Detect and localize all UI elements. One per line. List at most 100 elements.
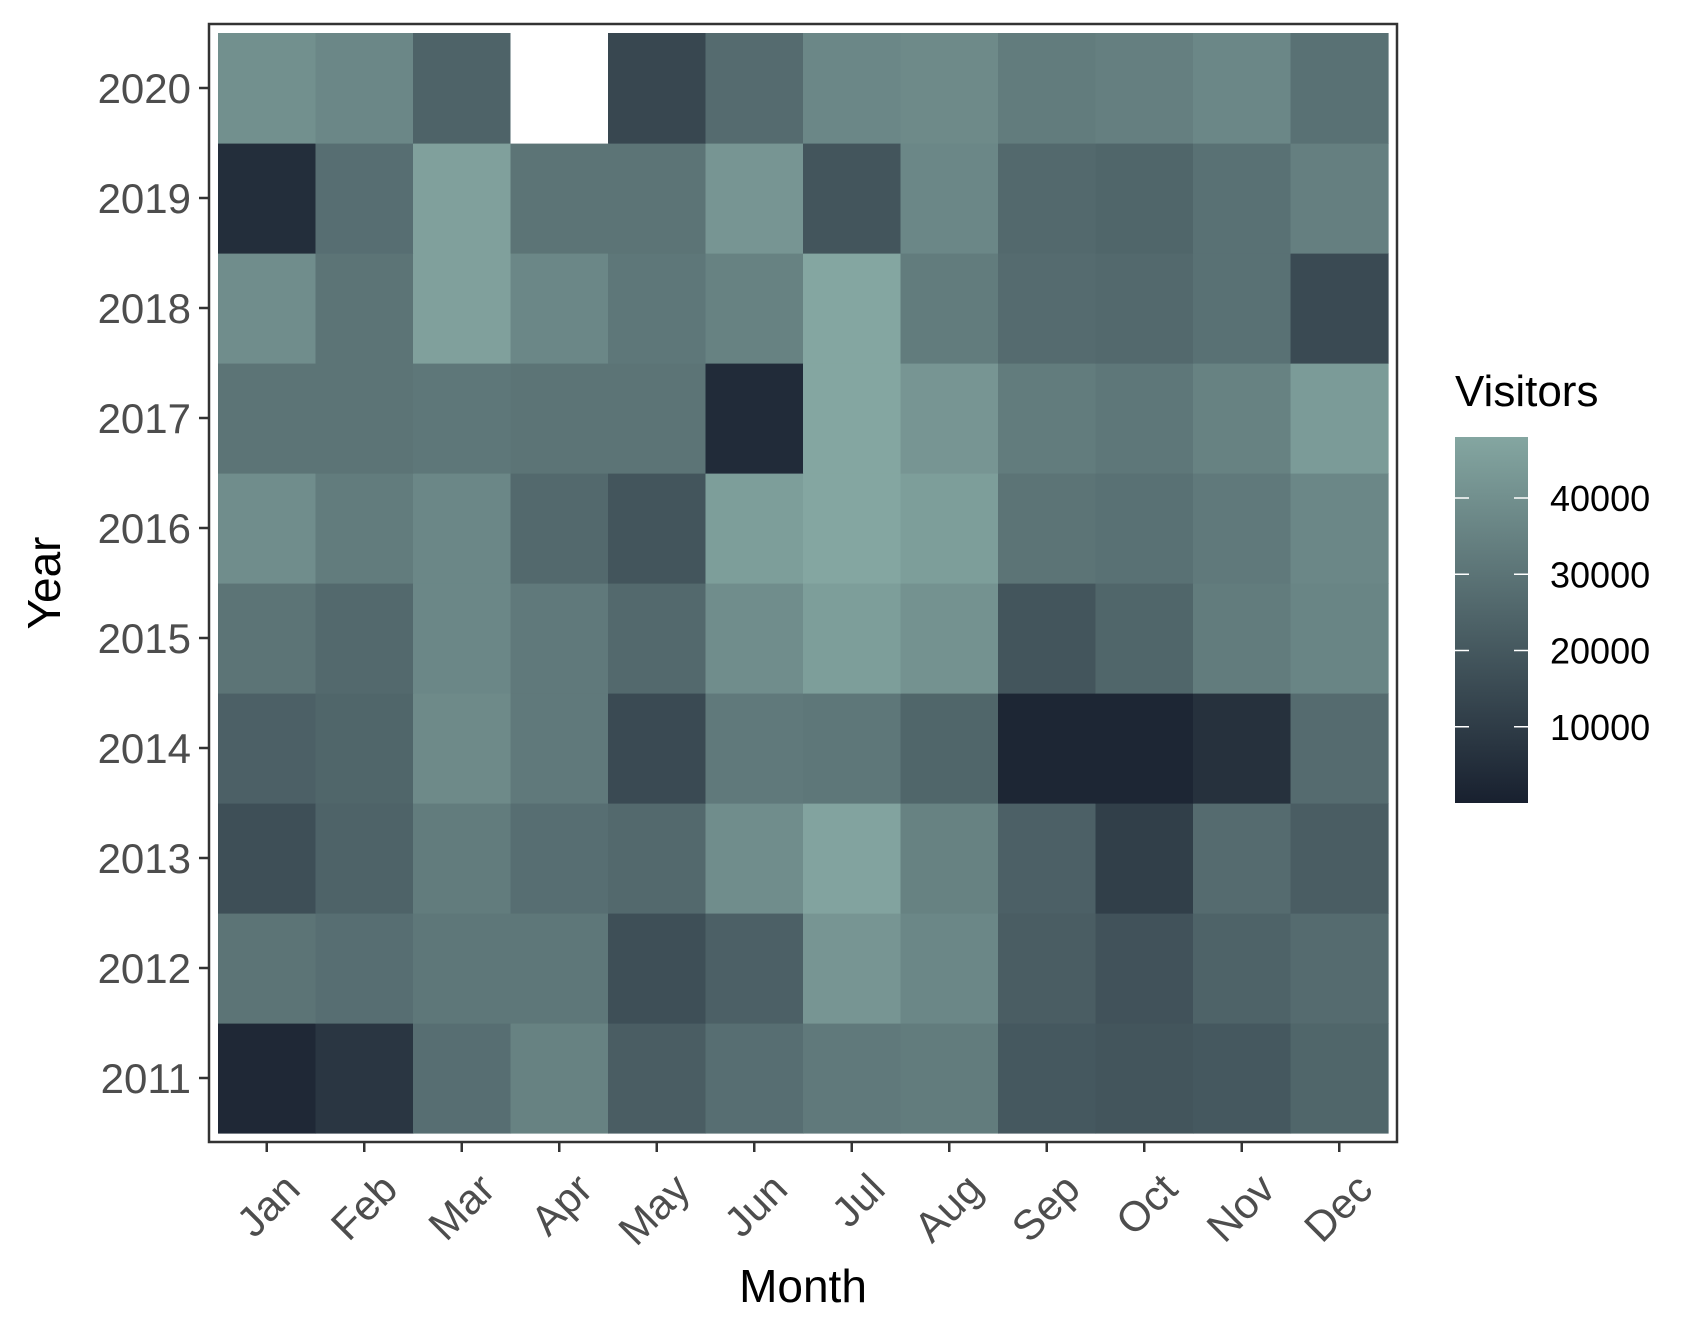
heatmap-cell-jan-2015 (218, 583, 317, 694)
heatmap-cell-nov-2016 (1193, 473, 1292, 584)
heatmap-cell-may-2015 (608, 583, 707, 694)
heatmap-cell-jul-2013 (803, 803, 902, 914)
heatmap-cell-jul-2017 (803, 363, 902, 474)
heatmap-cell-mar-2015 (413, 583, 512, 694)
y-tick-label: 2018 (98, 285, 191, 332)
x-tick-label: Mar (419, 1165, 503, 1249)
y-tick-label: 2012 (98, 945, 191, 992)
heatmap-cell-sep-2017 (998, 363, 1097, 474)
y-tick-label: 2020 (98, 65, 191, 112)
heatmap-cell-mar-2016 (413, 473, 512, 584)
heatmap-cell-apr-2017 (510, 363, 609, 474)
heatmap-cell-may-2012 (608, 913, 707, 1024)
heatmap-cell-dec-2012 (1290, 913, 1389, 1024)
heatmap-cell-may-2011 (608, 1023, 707, 1134)
heatmap-cells (218, 33, 1389, 1134)
heatmap-cell-dec-2017 (1290, 363, 1389, 474)
heatmap-cell-apr-2013 (510, 803, 609, 914)
y-axis: 2011 2012 2013 2014 2015 2016 2017 2018 2019 2020 (98, 65, 209, 1102)
heatmap-cell-may-2019 (608, 143, 707, 254)
heatmap-cell-oct-2019 (1095, 143, 1194, 254)
heatmap-cell-nov-2019 (1193, 143, 1292, 254)
heatmap-cell-dec-2011 (1290, 1023, 1389, 1134)
heatmap-cell-nov-2014 (1193, 693, 1292, 804)
heatmap-cell-feb-2016 (315, 473, 414, 584)
heatmap-cell-mar-2014 (413, 693, 512, 804)
heatmap-cell-aug-2011 (900, 1023, 999, 1134)
heatmap-cell-nov-2018 (1193, 253, 1292, 364)
heatmap-cell-feb-2011 (315, 1023, 414, 1134)
heatmap-cell-sep-2015 (998, 583, 1097, 694)
x-tick-label: Apr (522, 1165, 601, 1244)
x-tick-label: Nov (1198, 1165, 1284, 1251)
x-axis-title: Month (739, 1260, 867, 1312)
x-tick-label: Dec (1295, 1165, 1381, 1251)
heatmap-cell-oct-2012 (1095, 913, 1194, 1024)
heatmap-cell-aug-2014 (900, 693, 999, 804)
heatmap-cell-jan-2018 (218, 253, 317, 364)
heatmap-cell-jan-2020 (218, 33, 317, 144)
y-tick-label: 2017 (98, 395, 191, 442)
y-tick-label: 2013 (98, 835, 191, 882)
heatmap-cell-apr-2019 (510, 143, 609, 254)
heatmap-cell-may-2018 (608, 253, 707, 364)
heatmap-cell-jul-2015 (803, 583, 902, 694)
heatmap-cell-jan-2013 (218, 803, 317, 914)
heatmap-cell-sep-2012 (998, 913, 1097, 1024)
x-tick-label: Jul (822, 1165, 893, 1236)
heatmap-cell-jul-2012 (803, 913, 902, 1024)
heatmap-cell-jun-2018 (705, 253, 804, 364)
heatmap-cell-jan-2011 (218, 1023, 317, 1134)
x-tick-label: Sep (1003, 1165, 1089, 1251)
heatmap-cell-nov-2011 (1193, 1023, 1292, 1134)
heatmap-cell-aug-2018 (900, 253, 999, 364)
legend-tick-label: 20000 (1550, 631, 1650, 672)
heatmap-cell-feb-2017 (315, 363, 414, 474)
heatmap-cell-jun-2013 (705, 803, 804, 914)
heatmap-cell-may-2014 (608, 693, 707, 804)
heatmap-cell-jul-2016 (803, 473, 902, 584)
heatmap-cell-jun-2017 (705, 363, 804, 474)
heatmap-cell-dec-2019 (1290, 143, 1389, 254)
heatmap-cell-sep-2016 (998, 473, 1097, 584)
heatmap-cell-mar-2011 (413, 1023, 512, 1134)
heatmap-cell-mar-2017 (413, 363, 512, 474)
heatmap-cell-oct-2013 (1095, 803, 1194, 914)
heatmap-cell-sep-2020 (998, 33, 1097, 144)
heatmap-cell-apr-2012 (510, 913, 609, 1024)
legend-tick-label: 40000 (1550, 478, 1650, 519)
heatmap-cell-nov-2013 (1193, 803, 1292, 914)
heatmap-cell-mar-2012 (413, 913, 512, 1024)
heatmap-cell-sep-2011 (998, 1023, 1097, 1134)
x-tick-label: May (609, 1165, 698, 1254)
heatmap-cell-jan-2014 (218, 693, 317, 804)
heatmap-cell-jul-2019 (803, 143, 902, 254)
heatmap-cell-jun-2019 (705, 143, 804, 254)
heatmap-cell-oct-2011 (1095, 1023, 1194, 1134)
heatmap-cell-jul-2014 (803, 693, 902, 804)
heatmap-cell-jul-2020 (803, 33, 902, 144)
heatmap-cell-jun-2020 (705, 33, 804, 144)
heatmap-cell-may-2020 (608, 33, 707, 144)
heatmap-cell-sep-2019 (998, 143, 1097, 254)
heatmap-cell-feb-2019 (315, 143, 414, 254)
heatmap-cell-sep-2018 (998, 253, 1097, 364)
heatmap-cell-mar-2020 (413, 33, 512, 144)
heatmap-cell-feb-2020 (315, 33, 414, 144)
heatmap-cell-aug-2015 (900, 583, 999, 694)
heatmap-cell-apr-2011 (510, 1023, 609, 1134)
heatmap-cell-feb-2015 (315, 583, 414, 694)
heatmap-cell-oct-2017 (1095, 363, 1194, 474)
heatmap-cell-jan-2019 (218, 143, 317, 254)
legend-tick-label: 30000 (1550, 554, 1650, 595)
heatmap-cell-may-2013 (608, 803, 707, 914)
heatmap-cell-jan-2016 (218, 473, 317, 584)
heatmap-cell-aug-2019 (900, 143, 999, 254)
heatmap-cell-jun-2014 (705, 693, 804, 804)
heatmap-cell-apr-2018 (510, 253, 609, 364)
x-axis: Jan Feb Mar Apr May Jun Jul Aug Sep Oct Nov Dec (227, 1142, 1381, 1254)
heatmap-cell-nov-2017 (1193, 363, 1292, 474)
legend-tick-label: 10000 (1550, 707, 1650, 748)
